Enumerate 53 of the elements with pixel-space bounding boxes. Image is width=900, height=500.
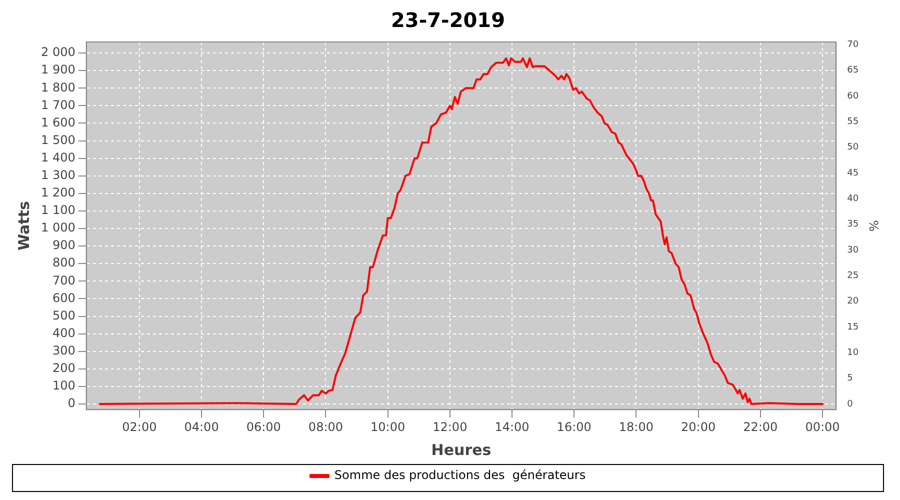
y-tick-label: 1 500 bbox=[40, 132, 76, 147]
y-tick-label: 400 bbox=[52, 326, 76, 340]
y-tick-label: 1 900 bbox=[40, 62, 76, 77]
legend-label: Somme des productions des générateurs bbox=[334, 468, 586, 482]
y-tick-label: 800 bbox=[52, 256, 76, 270]
x-tick-label: 08:00 bbox=[308, 420, 344, 434]
y-tick-label: 0 bbox=[68, 396, 76, 410]
x-tick-label: 10:00 bbox=[370, 420, 406, 434]
y-tick-label: 100 bbox=[52, 378, 76, 393]
x-axis-title: Heures bbox=[431, 440, 492, 459]
x-tick-label: 14:00 bbox=[494, 420, 530, 434]
x-tick-label: 16:00 bbox=[556, 420, 592, 434]
y2-tick-label: 45 bbox=[847, 168, 859, 178]
y2-axis-title: % bbox=[866, 220, 881, 232]
y2-tick-label: 0 bbox=[847, 399, 854, 410]
x-tick-label: 02:00 bbox=[122, 420, 157, 434]
x-tick-label: 12:00 bbox=[432, 420, 468, 434]
y2-tick-label: 35 bbox=[847, 220, 859, 230]
x-tick-label: 18:00 bbox=[618, 420, 654, 434]
y-tick-label: 300 bbox=[52, 343, 76, 358]
y2-tick-label: 70 bbox=[847, 40, 859, 50]
y-tick-label: 1 200 bbox=[40, 186, 76, 200]
y-tick-label: 700 bbox=[52, 273, 76, 288]
x-tick-label: 06:00 bbox=[246, 420, 281, 434]
y2-tick-label: 65 bbox=[847, 66, 859, 76]
x-tick-label: 20:00 bbox=[681, 420, 716, 434]
y-tick-label: 1 100 bbox=[40, 203, 76, 218]
y2-tick-label: 55 bbox=[847, 116, 859, 127]
x-tick-label: 00:00 bbox=[805, 420, 840, 434]
y-tick-label: 1 400 bbox=[40, 150, 76, 164]
y-tick-label: 1 700 bbox=[40, 98, 76, 112]
y-tick-label: 500 bbox=[52, 308, 76, 322]
y2-tick-label: 10 bbox=[847, 348, 859, 358]
y2-tick-label: 25 bbox=[847, 270, 859, 281]
y2-tick-label: 30 bbox=[847, 245, 859, 256]
y-axis-title: Watts bbox=[14, 201, 33, 251]
y2-tick-label: 5 bbox=[847, 374, 853, 384]
y2-tick-label: 40 bbox=[847, 194, 859, 204]
y2-tick-label: 20 bbox=[847, 296, 859, 307]
y-tick-label: 600 bbox=[52, 290, 76, 305]
chart-title: 23-7-2019 bbox=[390, 8, 506, 32]
y-tick-label: 1 600 bbox=[40, 115, 76, 130]
y-tick-label: 1 800 bbox=[40, 80, 76, 94]
y2-tick-label: 50 bbox=[847, 142, 859, 153]
y2-tick-label: 15 bbox=[847, 322, 859, 332]
x-tick-label: 04:00 bbox=[184, 420, 219, 434]
y-tick-label: 1 000 bbox=[40, 220, 76, 235]
y-tick-label: 900 bbox=[52, 238, 76, 252]
x-tick-label: 22:00 bbox=[743, 420, 778, 434]
y-tick-label: 1 300 bbox=[40, 168, 76, 182]
y-tick-label: 2 000 bbox=[40, 45, 76, 60]
y2-tick-label: 60 bbox=[847, 91, 859, 102]
y-tick-label: 200 bbox=[52, 361, 76, 376]
